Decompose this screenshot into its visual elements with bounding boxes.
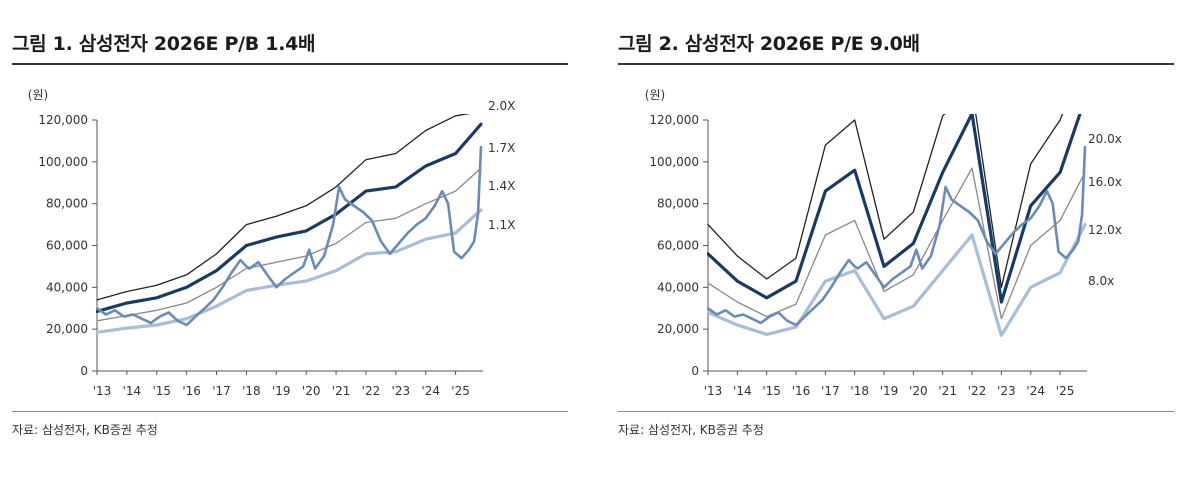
x-tick-label: '16 [792, 384, 811, 398]
y-tick-label: 120,000 [649, 113, 699, 127]
y-tick-label: 0 [691, 364, 699, 378]
y-tick-label: 20,000 [46, 322, 88, 336]
y-unit-label: (원) [645, 88, 665, 102]
x-tick-label: '14 [123, 384, 142, 398]
x-tick-label: '13 [93, 384, 112, 398]
y-tick-label: 40,000 [657, 280, 699, 294]
title-rule [12, 63, 568, 65]
chart-title: 그림 1. 삼성전자 2026E P/B 1.4배 [12, 33, 316, 55]
x-tick-label: '19 [272, 384, 291, 398]
x-tick-label: '22 [362, 384, 381, 398]
y-unit-label: (원) [28, 88, 48, 102]
x-tick-label: '22 [968, 384, 987, 398]
pe-band-chart: (원) 0 20,000 40,000 60,000 80,000 100,000 120,0… [645, 88, 1122, 398]
x-tick-label: '24 [421, 384, 440, 398]
x-tick-label: '21 [938, 384, 957, 398]
x-tick-label: '18 [242, 384, 261, 398]
band-label: 8.0x [1088, 274, 1114, 288]
source-rule [618, 411, 1174, 412]
band-label: 12.0x [1088, 223, 1122, 237]
x-tick-label: '15 [762, 384, 781, 398]
source-note: 자료: 삼성전자, KB증권 추정 [12, 423, 158, 437]
x-tick-label: '19 [880, 384, 899, 398]
series-line-band-high [96, 122, 483, 313]
x-tick-label: '25 [1056, 384, 1075, 398]
y-tick-label: 0 [80, 364, 88, 378]
x-tick-label: '17 [212, 384, 231, 398]
series-line-price [96, 145, 483, 327]
band-label: 1.7X [488, 141, 515, 155]
title-rule [618, 63, 1174, 65]
y-tick-label: 60,000 [46, 239, 88, 253]
band-label: 16.0x [1088, 175, 1122, 189]
band-label: 2.0X [488, 99, 515, 113]
x-tick-label: '20 [302, 384, 321, 398]
x-tick-label: '16 [182, 384, 201, 398]
source-note: 자료: 삼성전자, KB증권 추정 [618, 423, 764, 437]
series-line-price [707, 145, 1087, 327]
pb-band-chart: (원) 0 20,000 40,000 60,000 80,000 100,000 120,0… [28, 88, 516, 398]
series-line-band-high [707, 114, 1082, 304]
chart-title: 그림 2. 삼성전자 2026E P/E 9.0배 [618, 33, 920, 55]
x-tick-label: '17 [821, 384, 840, 398]
y-tick-label: 60,000 [657, 239, 699, 253]
chart-panel-pe: 그림 2. 삼성전자 2026E P/E 9.0배 (원) 0 20,000 40,0… [600, 0, 1198, 487]
x-tick-label: '21 [332, 384, 351, 398]
x-tick-label: '14 [733, 384, 752, 398]
x-tick-label: '23 [997, 384, 1016, 398]
y-tick-label: 20,000 [657, 322, 699, 336]
source-rule [12, 411, 568, 412]
x-tick-label: '15 [152, 384, 171, 398]
y-tick-label: 80,000 [657, 197, 699, 211]
band-label: 1.4X [488, 179, 515, 193]
y-tick-label: 120,000 [38, 113, 88, 127]
x-tick-label: '20 [909, 384, 928, 398]
series-line-band-top [707, 114, 1064, 288]
band-label: 20.0x [1088, 132, 1122, 146]
series-line-band-low [707, 223, 1087, 337]
series-line-band-mid [96, 167, 482, 322]
x-tick-label: '24 [1026, 384, 1045, 398]
band-label: 1.1X [488, 218, 515, 232]
y-tick-label: 100,000 [649, 155, 699, 169]
series-line-band-low [96, 208, 483, 334]
y-tick-label: 40,000 [46, 280, 88, 294]
chart-panel-pb: 그림 1. 삼성전자 2026E P/B 1.4배 (원) 0 20,000 40,0… [0, 0, 580, 487]
x-tick-label: '13 [704, 384, 723, 398]
y-tick-label: 100,000 [38, 155, 88, 169]
series-line-band-top [96, 114, 471, 301]
x-tick-label: '23 [392, 384, 411, 398]
y-tick-label: 80,000 [46, 197, 88, 211]
x-tick-label: '18 [850, 384, 869, 398]
x-tick-label: '25 [451, 384, 470, 398]
